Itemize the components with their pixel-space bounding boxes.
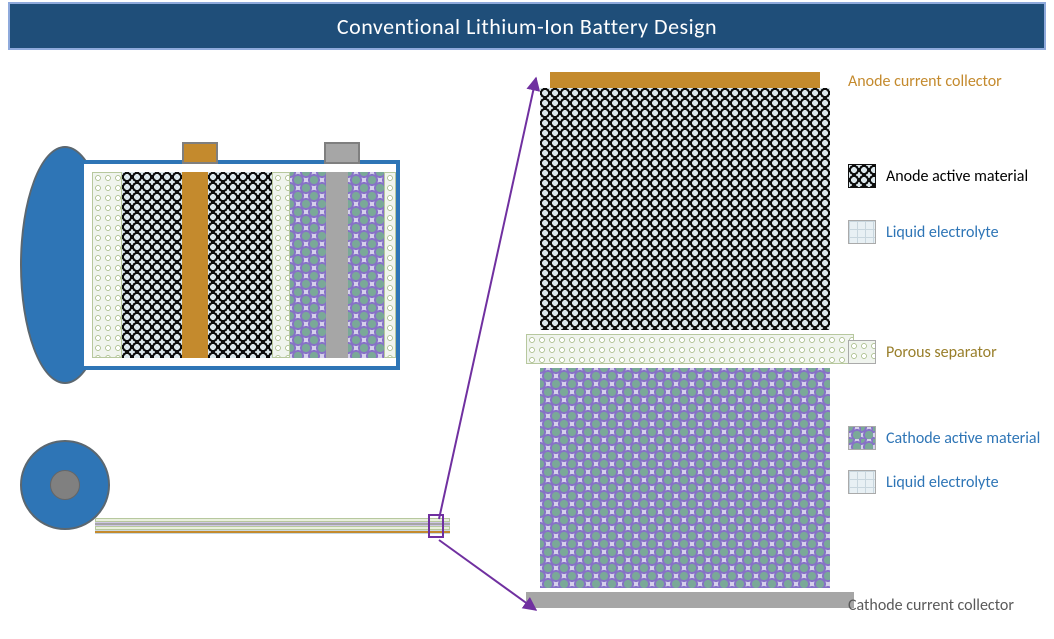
legend-label: Liquid electrolyte xyxy=(886,223,999,242)
jelly-pane-separator xyxy=(92,172,122,358)
layer-anode-collector xyxy=(550,72,820,88)
legend-cathode-active: Cathode active material xyxy=(848,426,1040,450)
legend-label: Cathode active material xyxy=(886,429,1040,448)
unrolled-layer-stack xyxy=(95,518,450,534)
anode-cutaway-right xyxy=(830,88,854,330)
swatch-separator-icon xyxy=(848,340,876,364)
legend-anode-collector: Anode current collector xyxy=(848,72,1002,91)
legend-anode-active: Anode active material xyxy=(848,164,1028,188)
jelly-pane-anode xyxy=(122,172,182,358)
layer-cathode-active xyxy=(540,368,830,588)
jellyroll-crosssection xyxy=(20,160,400,370)
legend-label: Liquid electrolyte xyxy=(886,473,999,492)
unrolled-view xyxy=(20,440,450,550)
anode-cutaway-left xyxy=(526,88,540,330)
swatch-anode-icon xyxy=(848,164,876,188)
jelly-pane-separator xyxy=(272,172,290,358)
roll-core xyxy=(50,470,80,500)
copper-tab xyxy=(182,142,218,164)
swatch-cathode-icon xyxy=(848,426,876,450)
jelly-pane-anode xyxy=(208,172,272,358)
legend-label: Cathode current collector xyxy=(848,596,1014,615)
exploded-layer-stack xyxy=(540,72,830,622)
legend-liquid-electrolyte-1: Liquid electrolyte xyxy=(848,220,999,244)
layer-anode-active xyxy=(540,88,830,330)
jelly-pane-copper xyxy=(182,172,208,358)
legend-porous-separator: Porous separator xyxy=(848,340,997,364)
swatch-electrolyte-icon xyxy=(848,470,876,494)
legend-label: Anode current collector xyxy=(848,72,1002,91)
legend-label: Anode active material xyxy=(886,167,1028,186)
jelly-pane-separator xyxy=(384,172,396,358)
legend-liquid-electrolyte-2: Liquid electrolyte xyxy=(848,470,999,494)
layer-separator xyxy=(526,334,854,364)
legend-cathode-collector: Cathode current collector xyxy=(848,596,1014,615)
diagram-stage: Anode current collector Anode active mat… xyxy=(0,0,1054,639)
jelly-pane-cathode xyxy=(290,172,326,358)
jelly-pane-cathode xyxy=(348,172,384,358)
unrolled-strip-anode xyxy=(95,533,450,535)
jellyroll-case xyxy=(80,160,400,370)
legend-label: Porous separator xyxy=(886,343,997,362)
aluminum-tab xyxy=(324,142,360,164)
swatch-electrolyte-icon xyxy=(848,220,876,244)
jelly-pane-aluminum xyxy=(326,172,348,358)
zoom-highlight-box xyxy=(428,514,444,538)
layer-cathode-collector xyxy=(526,592,854,608)
